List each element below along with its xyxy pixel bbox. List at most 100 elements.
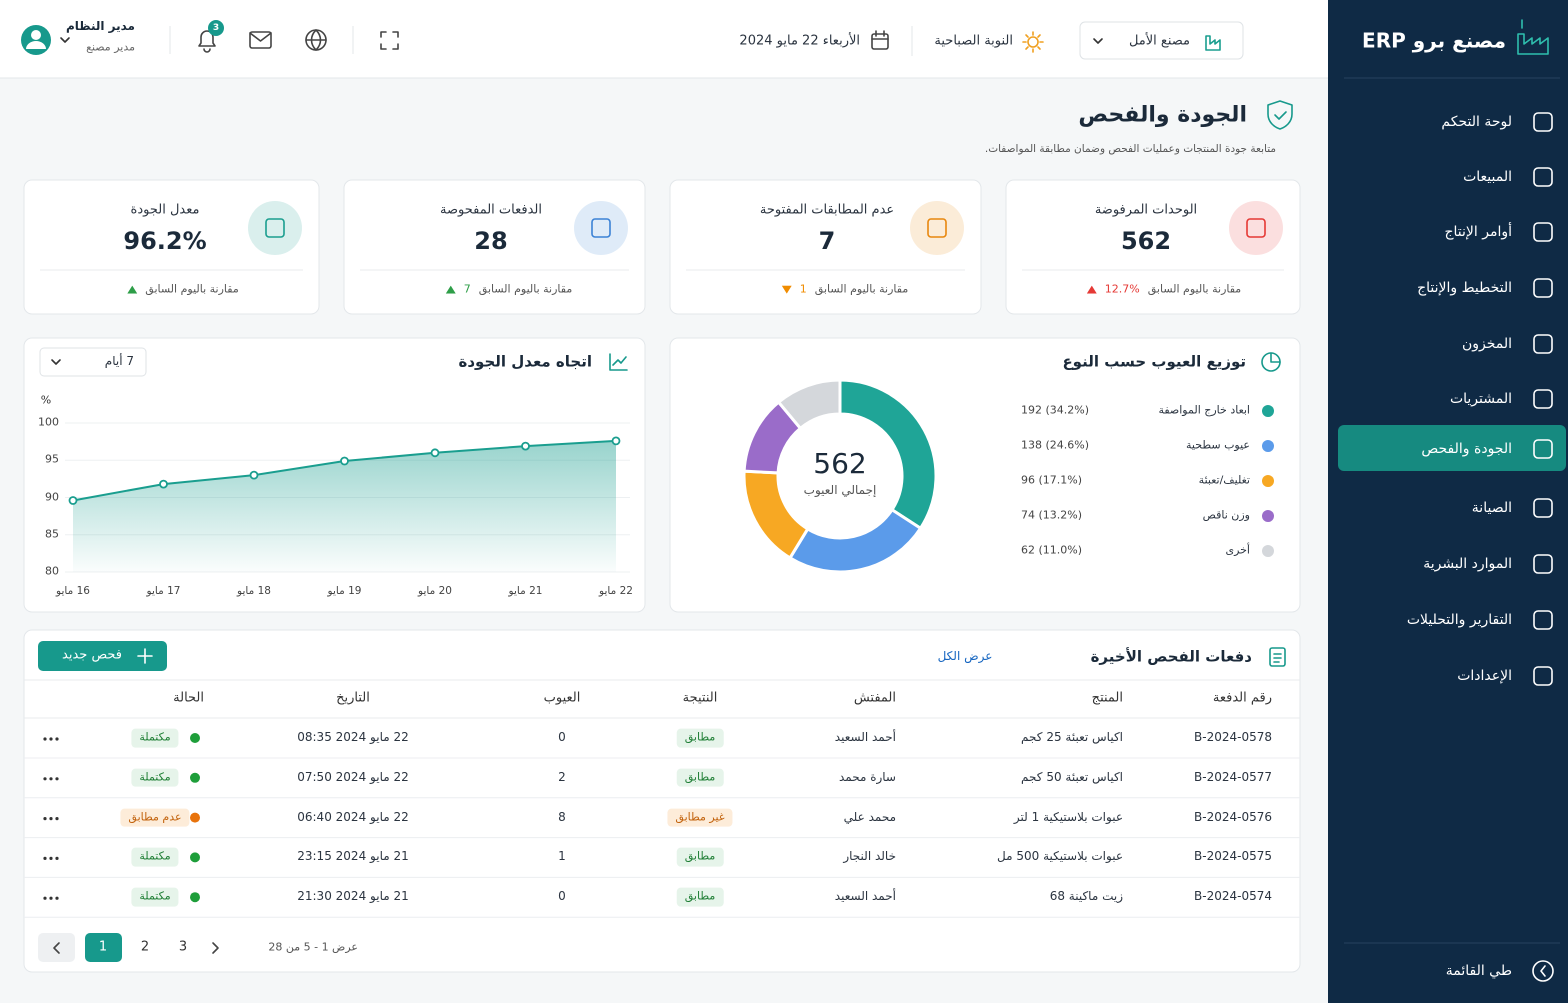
row-actions[interactable] [43,896,47,900]
chart-title: توزيع العيوب حسب النوع [1062,352,1246,371]
nav-active-bg [1338,425,1566,471]
user-chevron[interactable] [60,37,70,43]
table-cell: عبوات بلاستيكية 1 لتر [1013,809,1123,824]
nav-item[interactable]: التقارير والتحليلات [1406,611,1512,628]
kpi-footer: مقارنة باليوم السابق 12.7% [1086,283,1241,297]
kpi-icon-bg [574,201,628,255]
shield-icon [1267,100,1293,130]
row-actions[interactable] [49,737,53,741]
nav-item[interactable]: المشتريات [1449,390,1512,407]
kpi-compare: مقارنة باليوم السابق [814,282,909,296]
nav-item[interactable]: الصيانة [1471,499,1512,516]
bell-icon[interactable] [198,30,216,53]
row-actions[interactable] [55,896,59,900]
table-cell: عبوات بلاستيكية 500 مل [997,849,1123,864]
column-header: العيوب [543,690,581,706]
legend-label: عيوب سطحية [1186,438,1250,452]
next-page[interactable] [212,942,219,954]
nav-icon[interactable] [1533,439,1553,459]
kpi-label: معدل الجودة [130,202,200,218]
prev-page[interactable] [38,933,75,962]
result-badge: مطابق [676,728,724,748]
kpi-value: 562 [1120,227,1172,256]
row-actions[interactable] [55,817,59,821]
collapse-icon[interactable] [1532,960,1554,982]
row-actions[interactable] [43,856,47,861]
row-actions[interactable] [55,856,59,861]
kpi-label: الدفعات المفحوصة [440,202,542,218]
row-actions[interactable] [49,896,53,900]
trend-arrow [1086,285,1097,294]
table-cell: 21 مايو 2024 21:30 [297,889,409,904]
row-actions[interactable] [55,777,59,781]
kpi-value: 96.2% [123,227,207,256]
collapse-chevron [1540,965,1546,977]
kpi-label: الوحدات المرفوضة [1094,202,1198,218]
nav-icon[interactable] [1533,278,1553,298]
clipboard-icon [1269,647,1286,667]
table-cell: 21 مايو 2024 23:15 [297,849,409,864]
page-number[interactable]: 2 [140,939,150,955]
nav-icon[interactable] [1533,554,1553,574]
legend-label: ابعاد خارج المواصفة [1158,403,1250,417]
range-select-label[interactable]: 7 أيام [104,354,134,369]
kpi-icon [591,218,611,238]
kpi-change: 7 [463,282,471,296]
nav-item[interactable]: الإعدادات [1457,667,1512,684]
legend-swatch [1262,405,1274,417]
table-cell: B-2024-0575 [1194,849,1272,864]
page-number[interactable]: 1 [98,939,108,955]
column-header: الحالة [173,690,204,706]
nav-icon[interactable] [1533,112,1553,132]
mail-icon[interactable] [249,31,272,49]
page-current-bg[interactable] [85,933,122,962]
line-point [68,496,78,505]
nav-icon[interactable] [1533,222,1553,242]
donut-center-value: 562 [813,446,867,480]
factory[interactable]: مصنع الأمل [1128,33,1190,49]
nav-item[interactable]: المخزون [1461,335,1512,352]
nav-item[interactable]: الجودة والفحص [1421,440,1512,457]
row-actions[interactable] [55,737,59,741]
collapse-label[interactable]: طي القائمة [1445,962,1512,979]
user-role: مدير مصنع [86,40,135,54]
row-actions[interactable] [43,777,47,781]
globe-lines [305,29,327,51]
x-tick-label: 16 مايو [56,584,90,597]
nav-icon[interactable] [1533,498,1553,518]
notification-badge [208,20,224,36]
new-inspection-button[interactable] [38,641,167,671]
prev-arrow [53,942,60,954]
nav-item[interactable]: الموارد البشرية [1423,555,1512,572]
page-number[interactable]: 3 [178,939,188,955]
row-actions[interactable] [49,817,53,821]
nav-icon[interactable] [1533,334,1553,354]
nav-icon[interactable] [1533,666,1553,686]
line-point [340,456,349,466]
status-badge: مكتملة [131,768,179,788]
nav-item[interactable]: التخطيط والإنتاج [1417,279,1512,296]
avatar-body [26,41,46,49]
row-actions[interactable] [49,777,53,781]
kpi-icon [1246,218,1266,238]
nav-item[interactable]: المبيعات [1463,168,1512,185]
nav-item[interactable]: أوامر الإنتاج [1444,223,1512,240]
new-inspection-label[interactable]: فحص جديد [62,647,122,663]
nav-icon[interactable] [1533,167,1553,187]
nav-item[interactable]: لوحة التحكم [1441,113,1512,130]
row-actions[interactable] [49,856,53,861]
range-select[interactable] [39,347,147,377]
result-badge: مطابق [676,848,724,867]
row-actions[interactable] [43,817,47,821]
factory-select[interactable] [1079,21,1244,60]
row-actions[interactable] [43,737,47,741]
view-all-link[interactable]: عرض الكل [937,649,993,664]
legend-label: وزن ناقص [1202,508,1250,522]
nav-icon[interactable] [1533,389,1553,409]
trend-arrow [445,285,456,294]
status-badge: عدم مطابق [120,808,190,827]
kpi-icon [265,218,285,238]
nav-icon[interactable] [1533,610,1553,630]
fullscreen-icon[interactable] [380,31,399,50]
table-cell: سارة محمد [838,769,896,784]
